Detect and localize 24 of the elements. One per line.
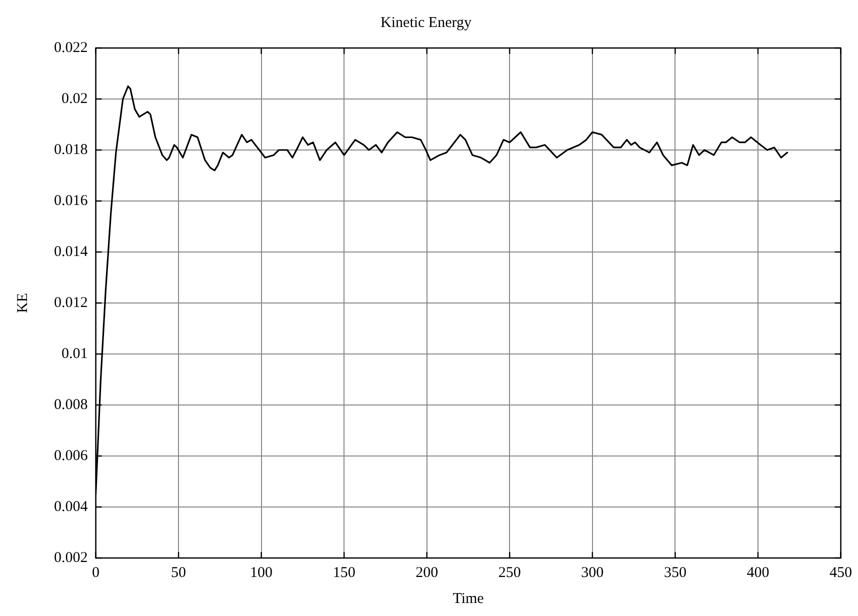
y-tick-label: 0.004: [54, 498, 88, 515]
x-tick-label: 150: [332, 564, 356, 581]
y-tick-label: 0.018: [54, 142, 88, 158]
x-tick-label: 0: [92, 564, 100, 581]
x-tick-label: 200: [416, 564, 438, 581]
y-tick-label: 0.01: [62, 346, 88, 362]
chart-title: Kinetic Energy: [380, 14, 472, 31]
x-tick-label: 300: [581, 564, 604, 581]
x-tick-label: 400: [746, 564, 770, 581]
y-tick-label: 0.002: [54, 550, 88, 566]
y-tick-label: 0.02: [62, 90, 88, 107]
x-axis-title: Time: [452, 590, 484, 607]
x-tick-label: 250: [498, 564, 521, 581]
y-tick-label: 0.014: [54, 244, 88, 260]
y-tick-label: 0.012: [54, 294, 88, 311]
x-tick-label: 50: [171, 564, 186, 581]
y-tick-label: 0.016: [54, 192, 88, 209]
y-tick-label: 0.008: [54, 396, 88, 413]
x-tick-label: 450: [830, 564, 852, 581]
x-tick-label: 350: [664, 564, 686, 581]
y-tick-label: 0.006: [54, 448, 88, 464]
y-axis-title: KE: [14, 293, 31, 313]
y-tick-label: 0.022: [54, 40, 88, 56]
x-tick-label: 100: [250, 564, 273, 581]
